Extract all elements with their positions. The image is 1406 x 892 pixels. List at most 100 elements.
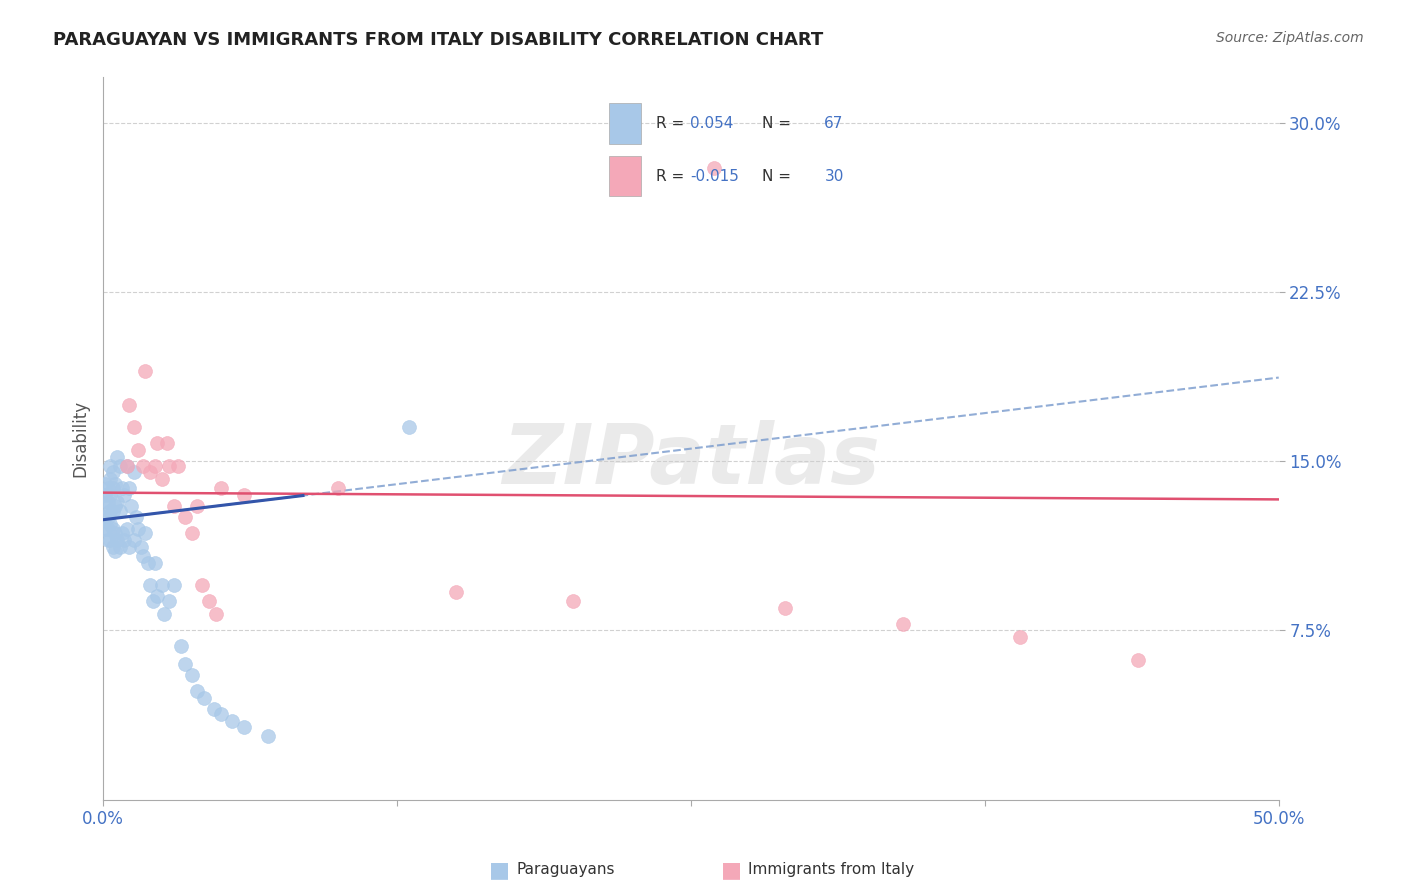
Point [108,458,131,473]
Point [120,499,142,513]
Point [105,533,128,547]
Point [127,522,149,536]
Point [205,607,228,622]
Point [111,481,134,495]
Point [122,420,145,434]
Point [163,499,186,513]
Text: ZIPatlas: ZIPatlas [502,419,880,500]
Point [150,472,173,486]
Point [562,594,585,608]
Point [104,526,127,541]
Point [97,481,120,495]
Point [134,526,156,541]
Point [186,684,208,698]
Point [98,458,121,473]
Text: ■: ■ [489,860,509,880]
Point [101,504,124,518]
Point [94,510,117,524]
Point [122,466,145,480]
Point [98,504,121,518]
Point [98,488,121,502]
Point [1010,630,1032,644]
Point [157,458,180,473]
Point [186,499,208,513]
Point [202,702,225,716]
Point [118,540,141,554]
Point [156,436,179,450]
Point [115,458,138,473]
Point [193,690,215,705]
Point [101,481,124,495]
Point [703,161,725,175]
Point [132,549,155,563]
Point [115,522,138,536]
Point [98,472,121,486]
Point [136,556,159,570]
Point [233,720,256,734]
Point [98,533,121,547]
Point [94,522,117,536]
Point [181,668,204,682]
Point [209,481,232,495]
Text: Source: ZipAtlas.com: Source: ZipAtlas.com [1216,31,1364,45]
Point [134,364,156,378]
Point [112,488,135,502]
Point [146,436,169,450]
Point [94,488,117,502]
Point [891,616,914,631]
Point [101,466,124,480]
Point [153,607,176,622]
Text: Paraguayans: Paraguayans [516,863,614,877]
Point [146,590,169,604]
Point [94,476,117,491]
Point [174,510,197,524]
Point [98,517,121,532]
Point [181,526,204,541]
Point [97,494,120,508]
Point [129,540,152,554]
Point [104,544,127,558]
Point [209,706,232,721]
Point [105,494,128,508]
Point [101,522,124,536]
Point [127,442,149,457]
Point [104,476,127,491]
Text: ■: ■ [721,860,741,880]
Point [108,504,131,518]
Point [94,499,117,513]
Y-axis label: Disability: Disability [72,400,89,477]
Point [141,594,163,608]
Point [174,657,197,672]
Point [167,458,190,473]
Point [256,729,278,743]
Text: Immigrants from Italy: Immigrants from Italy [748,863,914,877]
Point [139,466,162,480]
Point [150,578,173,592]
Text: PARAGUAYAN VS IMMIGRANTS FROM ITALY DISABILITY CORRELATION CHART: PARAGUAYAN VS IMMIGRANTS FROM ITALY DISA… [53,31,824,49]
Point [139,578,162,592]
Point [125,510,148,524]
Point [122,533,145,547]
Point [328,481,350,495]
Point [198,594,221,608]
Point [101,540,124,554]
Point [157,594,180,608]
Point [163,578,186,592]
Point [97,533,120,547]
Point [233,488,256,502]
Point [1126,652,1149,666]
Point [112,533,135,547]
Point [111,526,134,541]
Point [108,540,131,554]
Point [143,458,166,473]
Point [97,522,120,536]
Point [191,578,214,592]
Point [105,450,128,464]
Point [118,481,141,495]
Point [132,458,155,473]
Point [104,499,127,513]
Point [118,398,141,412]
Point [115,458,138,473]
Point [143,556,166,570]
Point [97,510,120,524]
